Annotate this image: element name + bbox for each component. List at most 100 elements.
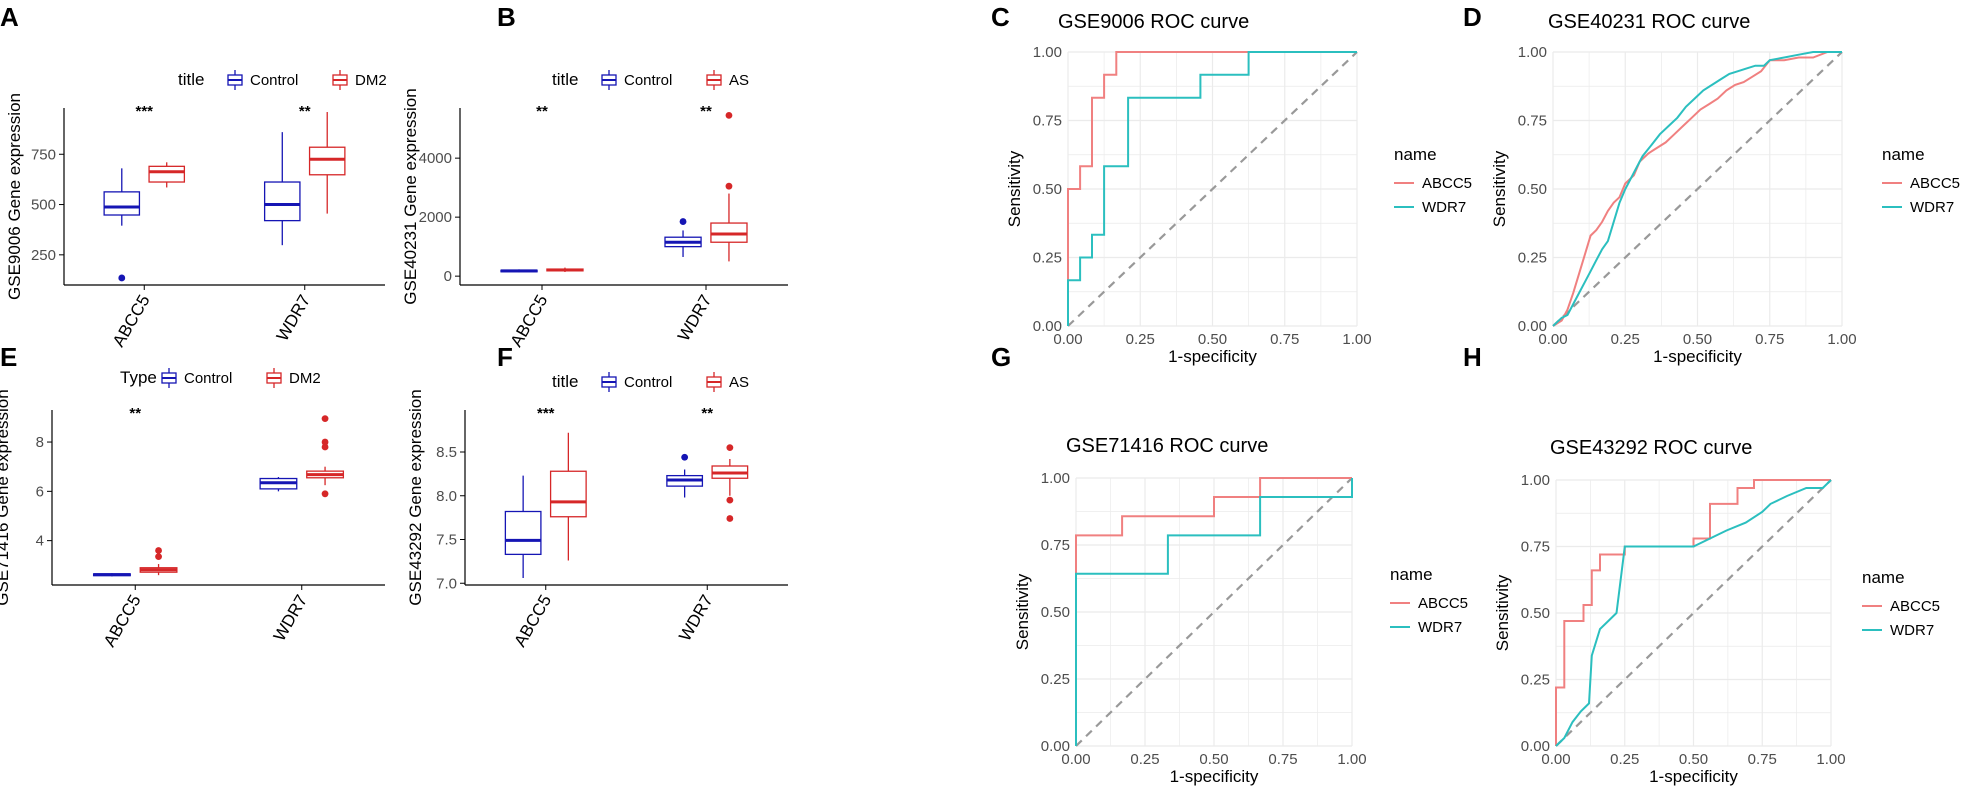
legend-label-wdr7: WDR7 xyxy=(1418,619,1462,636)
x-tick-label: 0.50 xyxy=(1683,331,1712,348)
legend-h: name ABCC5 WDR7 xyxy=(1862,568,1940,639)
x-tick-label: 0.75 xyxy=(1755,331,1784,348)
legend-c: name ABCC5 WDR7 xyxy=(1394,145,1472,216)
roc-line-abcc5 xyxy=(1075,477,1352,746)
y-tick-label: 0.50 xyxy=(1518,181,1547,198)
legend-label-wdr7: WDR7 xyxy=(1910,199,1954,216)
box-iqr xyxy=(148,165,186,183)
y-tick-label: 7.5 xyxy=(436,532,457,549)
legend-title: title xyxy=(178,70,204,89)
legend-b: title Control AS xyxy=(552,70,749,90)
roc-line-wdr7 xyxy=(1552,51,1842,327)
y-tick-label: 0.50 xyxy=(1041,604,1070,621)
outlier-point xyxy=(321,490,329,498)
x-tick-label: 1.00 xyxy=(1827,331,1856,348)
legend-key-as xyxy=(706,372,722,392)
roc-line-wdr7 xyxy=(1067,51,1357,326)
y-tick-label: 0.75 xyxy=(1041,537,1070,554)
x-tick-label: 0.25 xyxy=(1610,751,1639,768)
significance-label: ** xyxy=(536,103,548,120)
y-tick-label: 0.25 xyxy=(1041,671,1070,688)
box-wdr7-control xyxy=(664,218,702,257)
legend-label-abcc5: ABCC5 xyxy=(1418,595,1468,612)
y-tick-label: 0.75 xyxy=(1518,113,1547,130)
box-abcc5-as xyxy=(546,267,584,273)
legend-title: name xyxy=(1882,145,1925,164)
box-wdr7-dm2 xyxy=(306,415,345,498)
y-tick-label: 0.75 xyxy=(1521,539,1550,556)
box-iqr xyxy=(308,146,346,176)
legend-key-control xyxy=(601,70,617,90)
outlier-point xyxy=(321,415,329,423)
box-abcc5-control xyxy=(103,168,141,282)
x-tick-label: 0.25 xyxy=(1126,331,1155,348)
y-tick-label: 500 xyxy=(31,197,56,214)
panel-letter-a: A xyxy=(0,2,19,32)
grid-d xyxy=(1552,51,1843,327)
y-tick-label: 0.50 xyxy=(1521,605,1550,622)
x-axis-title: 1-specificity xyxy=(1168,347,1257,366)
legend-key-control xyxy=(227,70,243,90)
box-wdr7-as xyxy=(710,111,748,262)
significance-label: ** xyxy=(701,405,713,422)
panel-letter-h: H xyxy=(1463,342,1482,372)
significance-label: ** xyxy=(299,103,311,120)
panel-letter-e: E xyxy=(0,342,17,372)
legend-a: title Control DM2 xyxy=(178,70,387,90)
legend-label-wdr7: WDR7 xyxy=(1422,199,1466,216)
y-tick-label: 1.00 xyxy=(1033,44,1062,61)
y-axis-title: GSE40231 Gene expression xyxy=(401,88,420,304)
x-tick-label: 0.50 xyxy=(1198,331,1227,348)
y-tick-label: 750 xyxy=(31,146,56,163)
x-tick-label: ABCC5 xyxy=(507,292,552,351)
box-iqr xyxy=(549,470,587,518)
outlier-point xyxy=(726,515,734,522)
legend-g: name ABCC5 WDR7 xyxy=(1390,565,1468,636)
legend-key-control xyxy=(161,368,177,388)
y-tick-label: 1.00 xyxy=(1518,44,1547,61)
panel-letter-d: D xyxy=(1463,2,1482,32)
box-wdr7-as xyxy=(711,444,749,522)
diagonal-reference-line xyxy=(1067,51,1358,327)
y-axis-title: GSE71416 Gene expression xyxy=(0,389,12,605)
y-axis-title: Sensitivity xyxy=(1490,150,1509,227)
legend-label-as: AS xyxy=(729,72,749,89)
legend-key-dm2 xyxy=(332,70,348,90)
x-tick-label: 0.25 xyxy=(1611,331,1640,348)
x-tick-label: 1.00 xyxy=(1337,751,1366,768)
y-tick-label: 0.25 xyxy=(1521,672,1550,689)
y-tick-label: 8 xyxy=(36,434,44,451)
outlier-point xyxy=(118,274,126,282)
outlier-point xyxy=(679,218,687,225)
y-tick-label: 0.00 xyxy=(1033,318,1062,335)
x-tick-label: 0.00 xyxy=(1541,751,1570,768)
grid-g xyxy=(1075,477,1353,747)
box-abcc5-control xyxy=(92,573,131,577)
legend-d: name ABCC5 WDR7 xyxy=(1882,145,1960,216)
legend-key-as xyxy=(706,70,722,90)
x-tick-label: ABCC5 xyxy=(109,292,154,351)
box-iqr xyxy=(504,510,542,556)
chart-title-d: GSE40231 ROC curve xyxy=(1548,11,1750,33)
outlier-point xyxy=(321,438,329,446)
x-tick-label: WDR7 xyxy=(674,292,715,345)
legend-title: title xyxy=(552,70,578,89)
legend-label-control: Control xyxy=(184,370,232,387)
legend-title: name xyxy=(1394,145,1437,164)
diagonal-reference-line xyxy=(1555,479,1832,747)
x-tick-label: 0.00 xyxy=(1538,331,1567,348)
legend-label-dm2: DM2 xyxy=(289,370,321,387)
y-tick-label: 1.00 xyxy=(1041,470,1070,487)
box-wdr7-control xyxy=(259,477,298,492)
x-tick-label: 0.75 xyxy=(1748,751,1777,768)
x-tick-label: WDR7 xyxy=(270,592,311,645)
roc-line-abcc5 xyxy=(1552,51,1842,327)
y-tick-label: 0.75 xyxy=(1033,113,1062,130)
legend-title: name xyxy=(1390,565,1433,584)
y-tick-label: 0.00 xyxy=(1521,738,1550,755)
legend-title: title xyxy=(552,372,578,391)
x-axis-title: 1-specificity xyxy=(1170,767,1259,786)
outlier-point xyxy=(155,547,162,554)
legend-label-control: Control xyxy=(250,72,298,89)
y-tick-label: 7.0 xyxy=(436,575,457,592)
